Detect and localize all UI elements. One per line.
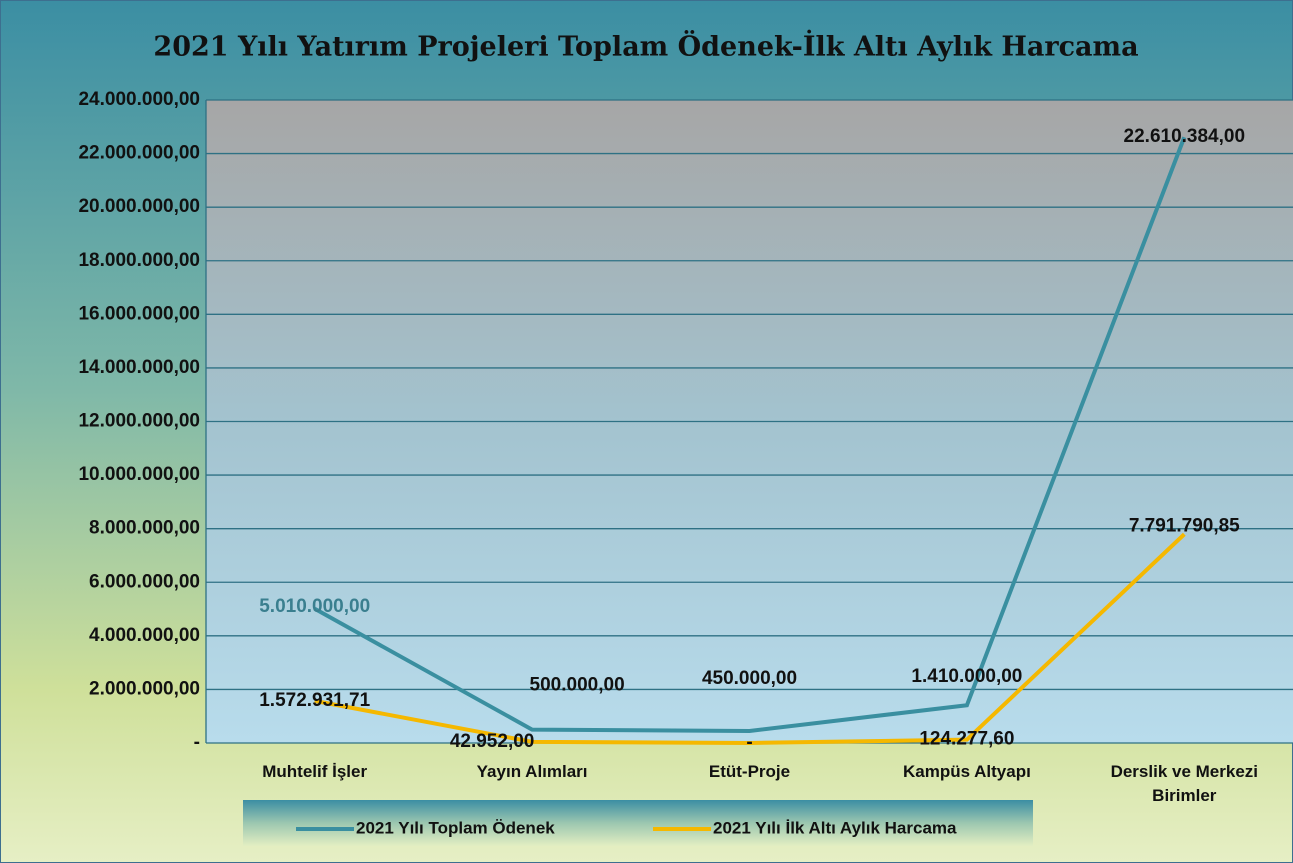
data-label: 124.277,60	[919, 729, 1014, 750]
data-label: -	[746, 732, 752, 753]
legend-box	[243, 800, 1033, 846]
chart-title: 2021 Yılı Yatırım Projeleri Toplam Ödene…	[153, 29, 1138, 63]
y-tick-label: 22.000.000,00	[78, 143, 200, 164]
x-tick-label: Yayın Alımları	[476, 762, 588, 781]
x-tick-label: Muhtelif İşler	[262, 762, 368, 781]
data-label: 7.791.790,85	[1129, 515, 1240, 536]
x-tick-label: Derslik ve Merkezi Birimler	[1110, 762, 1258, 805]
y-tick-label: 8.000.000,00	[89, 518, 200, 539]
data-label: 42.952,00	[450, 731, 535, 752]
legend-label: 2021 Yılı İlk Altı Aylık Harcama	[713, 818, 957, 837]
y-tick-label: 20.000.000,00	[78, 196, 200, 217]
y-tick-label: 16.000.000,00	[78, 303, 200, 324]
series-line	[314, 532, 1186, 746]
data-label: 500.000,00	[530, 675, 625, 696]
data-label: 1.410.000,00	[911, 666, 1022, 687]
y-tick-label: 6.000.000,00	[89, 571, 200, 592]
data-label: 5.010.000,00	[259, 596, 370, 617]
data-label: 1.572.931,71	[259, 690, 370, 711]
y-tick-label: -	[194, 732, 200, 753]
data-label: 450.000,00	[702, 668, 797, 689]
x-tick-label: Kampüs Altyapı	[902, 762, 1031, 781]
y-tick-label: 4.000.000,00	[89, 625, 200, 646]
y-tick-label: 10.000.000,00	[78, 464, 200, 485]
y-tick-label: 24.000.000,00	[78, 89, 200, 110]
series-line	[313, 136, 1187, 733]
legend-label: 2021 Yılı Toplam Ödenek	[356, 818, 555, 837]
y-tick-label: 12.000.000,00	[78, 411, 200, 432]
y-tick-label: 18.000.000,00	[78, 250, 200, 271]
data-label: 22.610.384,00	[1124, 126, 1246, 147]
x-tick-label: Etüt-Proje	[708, 762, 791, 781]
y-tick-label: 14.000.000,00	[78, 357, 200, 378]
y-tick-label: 2.000.000,00	[89, 678, 200, 699]
